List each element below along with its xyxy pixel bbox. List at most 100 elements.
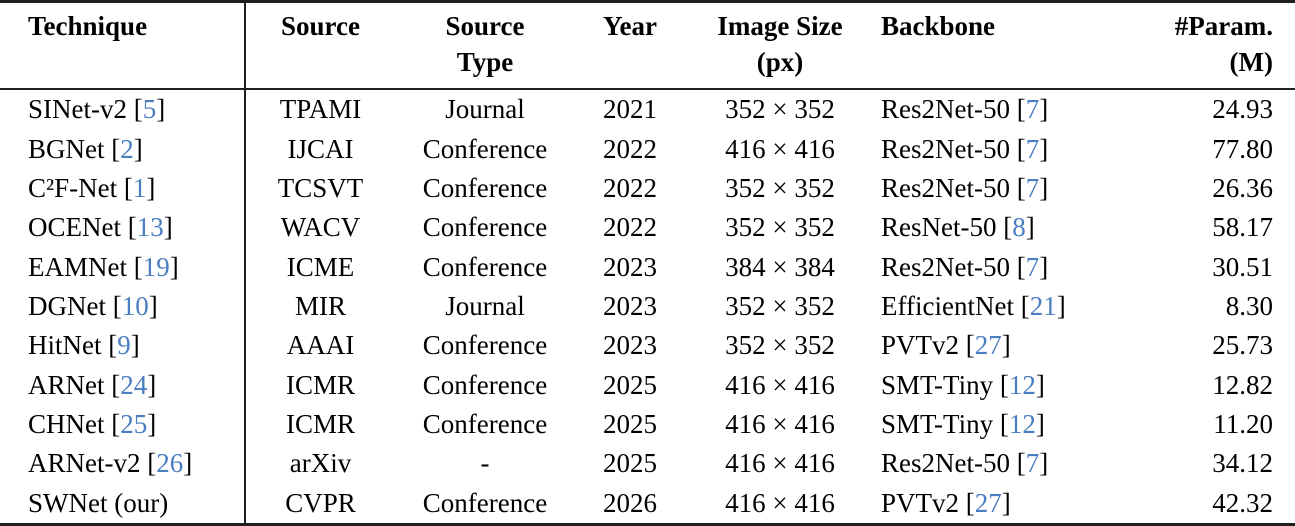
citation-link[interactable]: 10	[121, 290, 149, 321]
source-cell: CVPR	[285, 487, 356, 518]
citation-link[interactable]: 27	[974, 487, 1002, 518]
citation-link[interactable]: 1	[132, 172, 147, 203]
method-name: EAMNet	[28, 251, 127, 282]
source-type-cell: Journal	[445, 290, 525, 321]
citation-link[interactable]: 19	[142, 251, 170, 282]
backbone-cell: EfficientNet [21]	[881, 290, 1066, 321]
citation-link[interactable]: 21	[1029, 290, 1057, 321]
source-cell: AAAI	[286, 330, 355, 361]
source-type-cell: Conference	[422, 251, 548, 282]
citation-link[interactable]: 12	[1008, 369, 1036, 400]
source-cell: ICMR	[285, 369, 356, 400]
table-row: C²F-Net [1] TCSVT Conference 2022 352 × 352 R…	[0, 168, 1295, 209]
table-body: SINet-v2 [5] TPAMI Journal 2021 352 × 352 Res…	[0, 89, 1295, 525]
params-cell: 25.73	[1212, 330, 1273, 361]
col-header-sublabel: (px)	[756, 47, 804, 77]
col-header-params: #Param. (M)	[1120, 1, 1295, 90]
method-name: HitNet	[28, 330, 102, 361]
year-cell: 2025	[603, 369, 657, 400]
technique-cell: DGNet [10]	[0, 286, 246, 327]
table-row: EAMNet [19] ICME Conference 2023 384 × 384 Re…	[0, 247, 1295, 287]
year-cell: 2022	[603, 212, 657, 243]
params-cell: 26.36	[1212, 172, 1273, 203]
method-name: Res2Net-50	[881, 133, 1010, 164]
citation-link[interactable]: 25	[120, 409, 148, 440]
citation-link[interactable]: 7	[1025, 133, 1040, 164]
technique-cell: C²F-Net [1]	[0, 168, 246, 209]
citation-link[interactable]: 13	[136, 212, 164, 243]
image-size-cell: 352 × 352	[725, 172, 835, 203]
method-name: EfficientNet	[881, 290, 1014, 321]
source-cell: TPAMI	[279, 94, 362, 125]
citation-link[interactable]: 9	[117, 330, 131, 361]
backbone-cell: SMT-Tiny [12]	[881, 409, 1045, 440]
method-name: Res2Net-50	[881, 94, 1010, 125]
image-size-cell: 416 × 416	[725, 369, 835, 400]
year-cell: 2023	[603, 290, 657, 321]
col-header-label: #Param.	[1174, 11, 1273, 41]
source-type-cell: Conference	[422, 409, 548, 440]
image-size-cell: 416 × 416	[725, 448, 835, 479]
citation-link[interactable]: 7	[1025, 251, 1040, 282]
table-row: ARNet [24] ICMR Conference 2025 416 × 416 SMT…	[0, 365, 1295, 405]
backbone-cell: Res2Net-50 [7]	[881, 94, 1049, 125]
citation-link[interactable]: 7	[1025, 172, 1040, 203]
params-cell: 58.17	[1212, 212, 1273, 243]
source-cell: WACV	[280, 212, 361, 243]
citation-link[interactable]: 7	[1025, 94, 1040, 125]
technique-cell: BGNet [2]	[0, 129, 246, 169]
citation-link[interactable]: 2	[120, 133, 134, 164]
technique-cell: SINet-v2 [5]	[0, 89, 246, 130]
source-type-cell: Conference	[422, 172, 548, 203]
method-name: ARNet-v2	[28, 448, 141, 479]
method-name: PVTv2	[881, 487, 960, 518]
technique-cell: ARNet [24]	[0, 365, 246, 405]
params-cell: 11.20	[1213, 409, 1273, 440]
backbone-cell: PVTv2 [27]	[881, 330, 1011, 361]
source-cell: TCSVT	[277, 172, 364, 203]
year-cell: 2026	[603, 487, 657, 518]
image-size-cell: 352 × 352	[725, 330, 835, 361]
method-name: SWNet (our)	[28, 487, 169, 518]
col-header-technique: Technique	[0, 1, 246, 90]
col-header-image-size: Image Size (px)	[685, 1, 875, 90]
col-header-source-type: Source Type	[395, 1, 575, 90]
params-cell: 12.82	[1212, 369, 1273, 400]
year-cell: 2025	[603, 448, 657, 479]
image-size-cell: 352 × 352	[725, 212, 835, 243]
year-cell: 2022	[603, 133, 657, 164]
citation-link[interactable]: 26	[156, 448, 184, 479]
backbone-cell: Res2Net-50 [7]	[881, 448, 1049, 479]
citation-link[interactable]: 27	[974, 330, 1002, 361]
params-cell: 34.12	[1212, 448, 1273, 479]
method-name: BGNet	[28, 133, 105, 164]
params-cell: 42.32	[1212, 487, 1273, 518]
source-cell: ICME	[286, 251, 355, 282]
col-header-label: Source	[445, 11, 525, 41]
source-cell: MIR	[294, 290, 346, 321]
citation-link[interactable]: 8	[1012, 212, 1026, 243]
method-name: Res2Net-50	[881, 448, 1010, 479]
source-type-cell: Conference	[422, 212, 548, 243]
citation-link[interactable]: 7	[1025, 448, 1040, 479]
source-type-cell: Conference	[422, 369, 548, 400]
backbone-cell: Res2Net-50 [7]	[881, 251, 1049, 282]
citation-link[interactable]: 5	[142, 94, 157, 125]
technique-cell: OCENet [13]	[0, 208, 246, 248]
col-header-label: Year	[603, 11, 657, 41]
backbone-cell: SMT-Tiny [12]	[881, 369, 1045, 400]
citation-link[interactable]: 24	[120, 369, 148, 400]
method-name: SMT-Tiny	[881, 409, 994, 440]
method-name: CHNet	[28, 409, 105, 440]
table-row: SINet-v2 [5] TPAMI Journal 2021 352 × 352 Res…	[0, 89, 1295, 130]
citation-link[interactable]: 12	[1008, 409, 1036, 440]
table-header: Technique Source Source Type Year Image …	[0, 1, 1295, 90]
source-cell: arXiv	[289, 448, 352, 479]
technique-cell: SWNet (our)	[0, 483, 246, 525]
method-name: OCENet	[28, 212, 121, 243]
col-header-backbone: Backbone	[875, 1, 1120, 90]
image-size-cell: 416 × 416	[725, 409, 835, 440]
col-header-label: Backbone	[881, 11, 996, 41]
table-row: OCENet [13] WACV Conference 2022 352 × 352 Re…	[0, 208, 1295, 248]
